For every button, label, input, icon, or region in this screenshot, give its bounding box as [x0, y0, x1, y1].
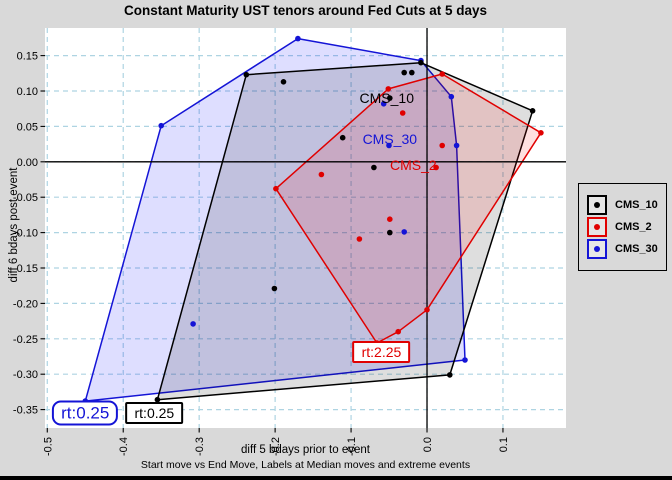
x-tick-label: -0.4 [118, 437, 130, 456]
legend-swatch-cms30 [587, 239, 607, 259]
data-point-CMS_30 [401, 229, 408, 235]
x-tick-label: -0.1 [346, 437, 358, 456]
y-tick-label: 0.15 [17, 51, 38, 63]
data-point-CMS_10 [401, 69, 408, 76]
data-point-CMS_2 [439, 142, 446, 149]
y-tick-label: 0.05 [17, 121, 38, 133]
x-tick-label: 0.1 [498, 437, 510, 452]
data-point-CMS_30 [448, 93, 455, 100]
data-point-CMS_10 [387, 229, 393, 236]
chart-title: Constant Maturity UST tenors around Fed … [123, 3, 488, 18]
y-tick-label: 0.10 [17, 86, 38, 98]
y-tick-label: -0.15 [13, 263, 38, 275]
y-axis-label: diff 6 bdays post event [8, 167, 20, 283]
data-point-CMS_2 [385, 86, 392, 92]
x-tick-label: -0.2 [270, 437, 282, 456]
data-point-CMS_2 [538, 130, 544, 136]
hull-CMS_10 [156, 61, 534, 401]
data-point-CMS_30 [386, 142, 392, 149]
median-label-CMS_30: CMS_30 [362, 131, 418, 148]
legend-label-cms10: CMS_10 [615, 199, 658, 211]
x-tick-label: -0.5 [42, 437, 54, 456]
data-point-CMS_10 [339, 134, 346, 141]
extreme-label-rt-0-25: rt:0.25 [52, 400, 119, 426]
data-point-CMS_30 [380, 101, 387, 107]
legend-dot-icon [594, 224, 600, 230]
data-point-CMS_2 [318, 171, 325, 178]
legend-label-cms30: CMS_30 [615, 243, 658, 255]
legend-dot-icon [594, 202, 600, 208]
legend-label-cms2: CMS_2 [615, 221, 652, 233]
data-point-CMS_10 [387, 95, 393, 101]
median-label-CMS_2: CMS_2 [390, 156, 437, 173]
data-point-CMS_2 [356, 236, 363, 242]
data-point-CMS_2 [433, 164, 439, 171]
data-point-CMS_10 [280, 79, 287, 85]
data-point-CMS_30 [453, 142, 460, 149]
data-point-CMS_10 [529, 108, 536, 114]
x-axis-sublabel: Start move vs End Move, Labels at Median… [140, 459, 471, 471]
extreme-label-rt-0-25: rt:0.25 [125, 402, 184, 425]
data-point-CMS_10 [371, 164, 377, 171]
legend-dot-icon [594, 246, 600, 252]
data-point-CMS_2 [424, 307, 430, 313]
x-tick-label: 0.0 [422, 437, 434, 452]
data-point-CMS_2 [395, 328, 402, 335]
data-point-CMS_30 [295, 35, 301, 42]
hull-CMS_30 [84, 37, 466, 402]
x-tick-label: -0.3 [194, 437, 206, 456]
median-label-CMS_10: CMS_10 [359, 90, 414, 107]
data-point-CMS_2 [439, 71, 446, 77]
window-bottom-edge [0, 476, 672, 480]
y-tick-label: -0.30 [13, 369, 38, 381]
extreme-label-rt-2-25: rt:2.25 [352, 340, 411, 363]
data-point-CMS_10 [154, 396, 161, 403]
y-tick-label: -0.25 [13, 334, 38, 346]
legend-item-cms2: CMS_2 [587, 217, 666, 237]
y-tick-label: -0.05 [13, 192, 38, 204]
data-point-CMS_10 [271, 285, 278, 292]
data-point-CMS_2 [399, 110, 406, 116]
y-tick-label: -0.35 [13, 405, 38, 417]
legend-swatch-cms10 [587, 195, 607, 215]
data-point-CMS_10 [447, 372, 453, 378]
y-tick-label: -0.20 [13, 298, 38, 310]
legend-item-cms10: CMS_10 [587, 195, 666, 215]
data-point-CMS_30 [158, 122, 164, 129]
data-point-CMS_10 [418, 59, 424, 66]
data-point-CMS_30 [190, 321, 196, 327]
data-point-CMS_30 [462, 357, 468, 363]
y-tick-label: -0.10 [13, 228, 38, 240]
data-point-CMS_10 [243, 71, 250, 78]
legend-swatch-cms2 [587, 217, 607, 237]
y-tick-label: 0.00 [17, 157, 38, 169]
data-point-CMS_10 [409, 69, 415, 76]
legend: CMS_10 CMS_2 CMS_30 [578, 183, 667, 271]
data-point-CMS_2 [273, 185, 279, 192]
legend-item-cms30: CMS_30 [587, 239, 666, 259]
data-point-CMS_2 [387, 216, 393, 222]
x-axis-label: diff 5 bdays prior to event [241, 444, 370, 456]
